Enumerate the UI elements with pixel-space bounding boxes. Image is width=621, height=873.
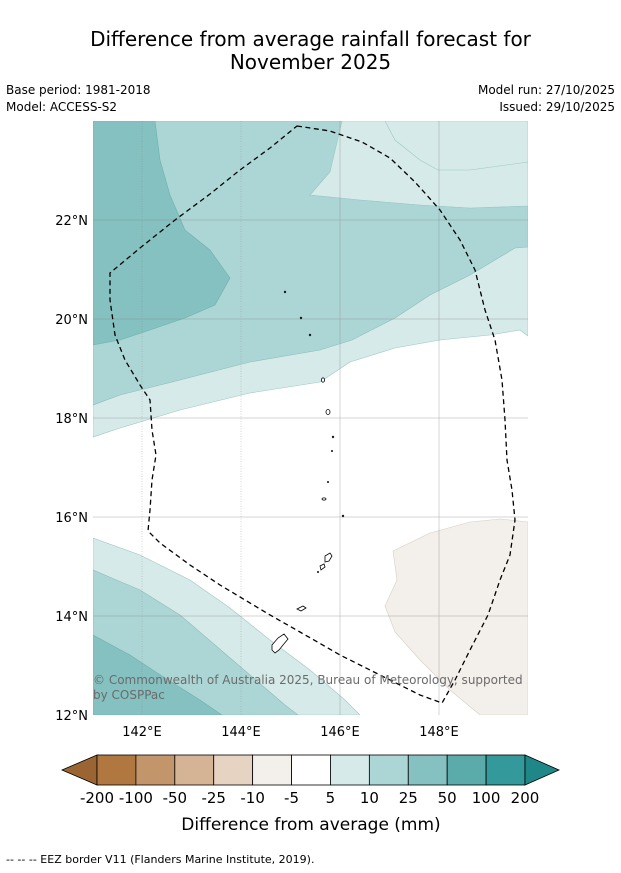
lat-label-18n: 18°N bbox=[55, 412, 88, 427]
lon-label-148e: 148°E bbox=[419, 725, 459, 740]
map-title-line1: Difference from average rainfall forecas… bbox=[90, 27, 531, 51]
colorbar-tick-label: -25 bbox=[201, 789, 226, 807]
colorbar-cells bbox=[96, 754, 526, 786]
colorbar-extend-high bbox=[524, 754, 560, 786]
map-area: © Commonwealth of Australia 2025, Bureau… bbox=[93, 121, 528, 715]
colorbar-cell bbox=[174, 754, 215, 786]
colorbar-tick-label: 100 bbox=[472, 789, 501, 807]
colorbar-tick-labels: -200 -100 -50 -25 -10 -5 5 10 25 50 100 200 bbox=[80, 789, 539, 807]
colorbar-cell bbox=[135, 754, 176, 786]
colorbar-cell bbox=[291, 754, 331, 786]
base-period-text: Base period: 1981-2018 bbox=[6, 83, 151, 97]
model-run-text: Model run: 27/10/2025 bbox=[477, 83, 615, 97]
colorbar-cell bbox=[96, 754, 137, 786]
colorbar-cell bbox=[368, 754, 409, 786]
colorbar-cell bbox=[213, 754, 254, 786]
lat-label-16n: 16°N bbox=[55, 511, 88, 526]
map-title: Difference from average rainfall forecas… bbox=[0, 28, 621, 74]
colorbar-tick-label: 5 bbox=[326, 789, 336, 807]
lat-label-14n: 14°N bbox=[55, 610, 88, 625]
latitude-labels: 22°N 20°N 18°N 16°N 14°N 12°N bbox=[55, 214, 88, 724]
longitude-labels: 142°E 144°E 146°E 148°E bbox=[122, 725, 459, 740]
issued-text: Issued: 29/10/2025 bbox=[499, 100, 615, 114]
meta-left: Base period: 1981-2018 Model: ACCESS-S2 bbox=[6, 82, 151, 116]
colorbar-tick-label: -50 bbox=[163, 789, 188, 807]
lon-label-142e: 142°E bbox=[122, 725, 162, 740]
footnote-eez: -- -- -- EEZ border V11 (Flanders Marine… bbox=[6, 853, 315, 866]
colorbar-cell bbox=[446, 754, 487, 786]
colorbar-extend-low bbox=[60, 754, 98, 786]
copyright-line1: © Commonwealth of Australia 2025, Bureau… bbox=[93, 673, 523, 687]
colorbar-tick-label: -10 bbox=[240, 789, 265, 807]
model-text: Model: ACCESS-S2 bbox=[6, 100, 118, 114]
colorbar-tick-label: 25 bbox=[399, 789, 418, 807]
islands bbox=[271, 290, 345, 654]
lat-label-22n: 22°N bbox=[55, 214, 88, 229]
colorbar-tick-label: 50 bbox=[438, 789, 457, 807]
lon-label-146e: 146°E bbox=[320, 725, 360, 740]
graticule bbox=[93, 121, 528, 715]
colorbar-tick-label: -5 bbox=[284, 789, 299, 807]
meta-right: Model run: 27/10/2025 Issued: 29/10/2025 bbox=[478, 82, 615, 116]
colorbar-cell bbox=[485, 754, 526, 786]
map-title-line2: November 2025 bbox=[229, 50, 392, 74]
colorbar-tick-label: -200 bbox=[80, 789, 114, 807]
rain-band-25-50-southwest bbox=[93, 634, 223, 715]
colorbar-cell bbox=[330, 754, 370, 786]
lat-label-12n: 12°N bbox=[55, 709, 88, 724]
colorbar-cell bbox=[252, 754, 292, 786]
rain-band-minus5-minus10-southeast bbox=[384, 518, 528, 715]
colorbar-tick-label: 200 bbox=[511, 789, 540, 807]
colorbar-tick-label: -100 bbox=[119, 789, 153, 807]
rain-band-25-50-north bbox=[93, 121, 231, 346]
eez-border bbox=[109, 125, 516, 704]
lon-label-144e: 144°E bbox=[221, 725, 261, 740]
colorbar-cell bbox=[407, 754, 448, 786]
colorbar: -200 -100 -50 -25 -10 -5 5 10 25 50 100 200 Differe… bbox=[60, 754, 560, 835]
colorbar-title: Difference from average (mm) bbox=[181, 815, 440, 835]
copyright-line2: by COSPPac bbox=[93, 688, 165, 702]
lat-label-20n: 20°N bbox=[55, 313, 88, 328]
colorbar-tick-label: 10 bbox=[360, 789, 379, 807]
